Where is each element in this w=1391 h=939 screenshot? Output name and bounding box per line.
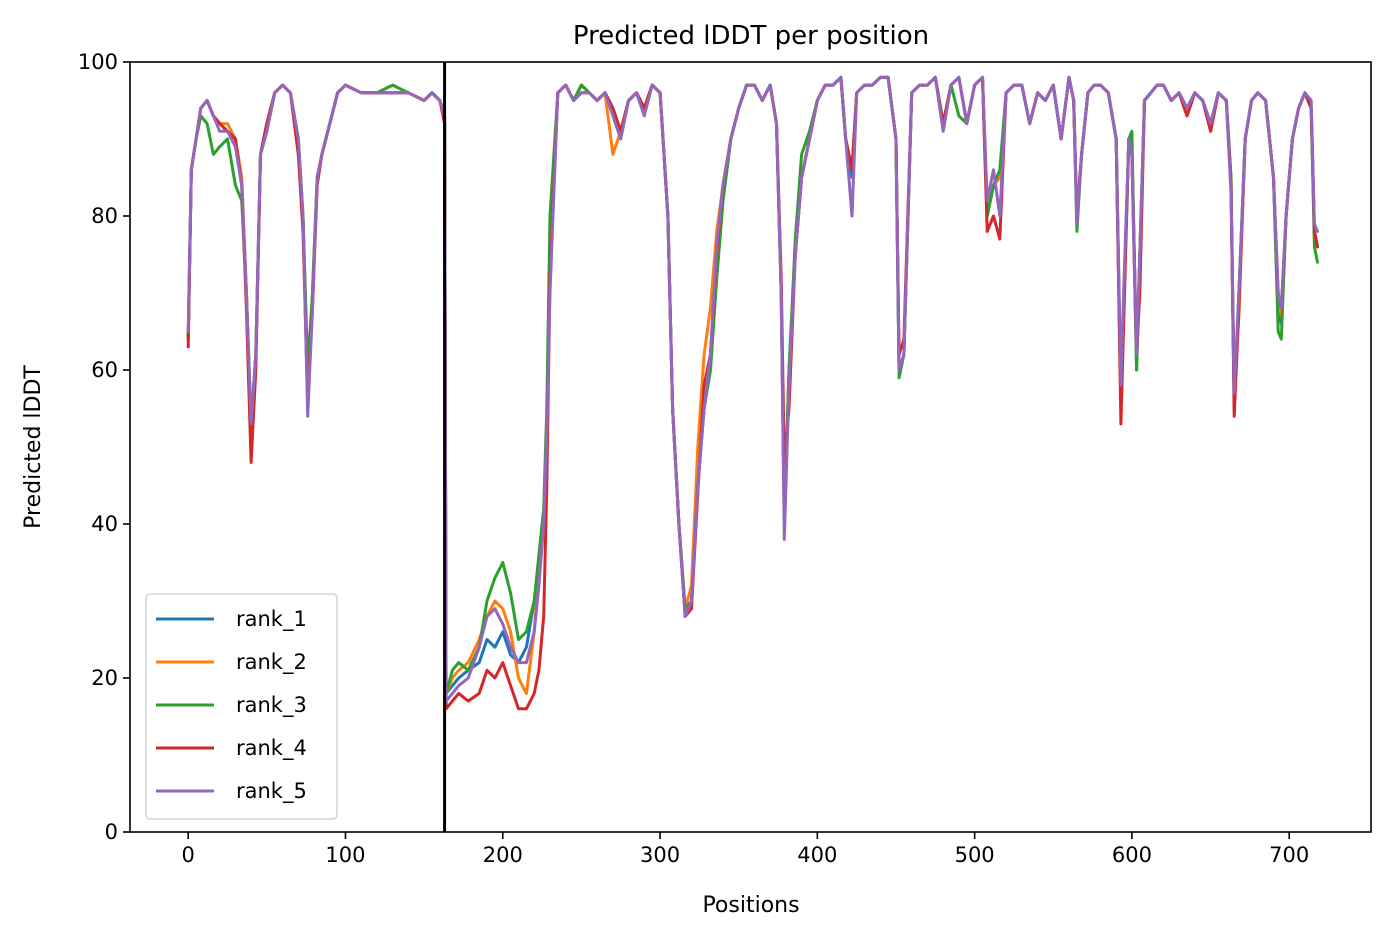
x-axis-ticks: 0 100 200 300 400 500 600 700 — [182, 832, 1309, 867]
legend-box — [145, 593, 338, 820]
chart-title: Predicted lDDT per position — [573, 21, 929, 51]
legend-items: rank_1 rank_2 rank_3 rank_4 rank_5 — [156, 607, 307, 804]
y-axis-ticks: 0 20 40 60 80 100 — [78, 50, 130, 844]
x-tick-label: 500 — [955, 843, 995, 867]
legend-label-rank_2: rank_2 — [236, 650, 307, 675]
y-tick-label: 100 — [78, 50, 118, 74]
series-line-rank_5 — [186, 75, 1319, 703]
x-tick-label: 600 — [1112, 843, 1152, 867]
legend-label-rank_3: rank_3 — [236, 693, 307, 718]
y-tick-label: 0 — [105, 820, 118, 844]
legend: rank_1 rank_2 rank_3 rank_4 rank_5 — [145, 593, 338, 820]
plot-frame — [129, 61, 1372, 833]
series-lines — [186, 75, 1319, 711]
x-axis-title: Positions — [702, 893, 799, 918]
y-tick-label: 40 — [91, 512, 118, 536]
y-tick-label: 60 — [91, 358, 118, 382]
legend-label-rank_5: rank_5 — [236, 779, 307, 804]
x-tick-label: 0 — [182, 843, 195, 867]
y-axis-title: Predicted lDDT — [21, 365, 46, 529]
x-tick-label: 700 — [1269, 843, 1309, 867]
plot-area — [129, 61, 1372, 833]
x-tick-label: 400 — [797, 843, 837, 867]
y-tick-label: 20 — [91, 666, 118, 690]
x-tick-label: 100 — [325, 843, 365, 867]
x-tick-label: 200 — [483, 843, 523, 867]
y-tick-label: 80 — [91, 204, 118, 228]
legend-label-rank_4: rank_4 — [236, 736, 307, 761]
legend-label-rank_1: rank_1 — [236, 607, 307, 632]
x-tick-label: 300 — [640, 843, 680, 867]
